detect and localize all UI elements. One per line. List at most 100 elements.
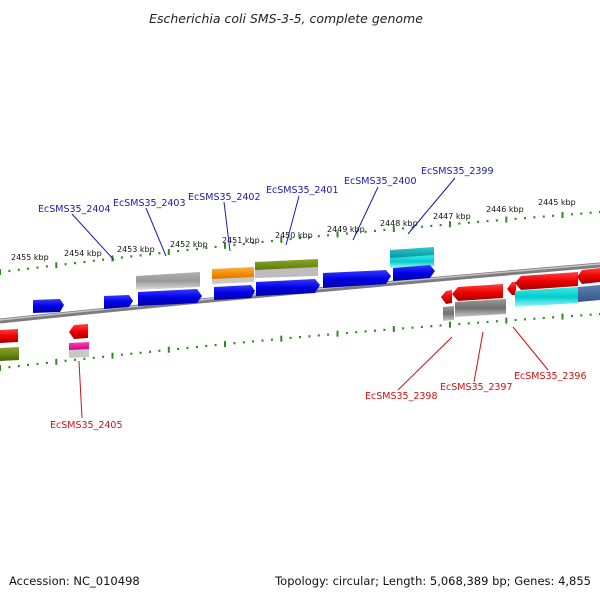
forward-gene-labels: EcSMS35_2404 EcSMS35_2403 EcSMS35_2402 E… xyxy=(38,166,494,215)
major-tick xyxy=(167,346,170,353)
minor-tick xyxy=(261,339,264,342)
minor-tick xyxy=(355,331,358,334)
minor-tick xyxy=(411,326,414,329)
gene-arrow-forward[interactable] xyxy=(104,295,133,309)
minor-tick xyxy=(214,245,217,248)
minor-tick xyxy=(36,266,39,269)
major-tick xyxy=(0,365,1,371)
minor-tick xyxy=(514,318,517,322)
minor-tick xyxy=(8,366,11,369)
minor-tick xyxy=(439,324,442,327)
reverse-gene-labels: EcSMS35_2405 EcSMS35_2398 EcSMS35_2397 E… xyxy=(50,371,587,431)
gene-arrow-forward[interactable] xyxy=(138,289,202,306)
gene-arrow-reverse[interactable] xyxy=(441,290,452,304)
accession-text: Accession: NC_010498 xyxy=(9,574,140,588)
gene-arrow-reverse[interactable] xyxy=(0,329,18,343)
minor-tick xyxy=(327,234,330,237)
major-tick xyxy=(336,231,339,238)
minor-tick xyxy=(308,335,311,338)
gene-arrow-forward[interactable] xyxy=(256,279,320,296)
gene-feature[interactable] xyxy=(455,299,506,317)
gene-feature[interactable] xyxy=(136,272,200,290)
map-title: Escherichia coli SMS-3-5, complete genom… xyxy=(149,11,423,26)
gene-feature[interactable] xyxy=(443,306,454,321)
tick-labels: 2455 kbp 2454 kbp 2453 kbp 2452 kbp 2451… xyxy=(11,198,576,262)
minor-tick xyxy=(92,259,95,262)
minor-tick xyxy=(495,320,498,323)
minor-tick xyxy=(8,269,11,273)
gene-arrow-forward[interactable] xyxy=(323,270,391,288)
major-tick xyxy=(449,221,451,228)
minor-tick xyxy=(533,216,536,219)
gene-label[interactable]: EcSMS35_2404 xyxy=(38,204,111,215)
gene-label[interactable]: EcSMS35_2401 xyxy=(266,185,339,196)
genome-summary-text: Topology: circular; Length: 5,068,389 bp… xyxy=(274,574,591,588)
gene-label[interactable]: EcSMS35_2403 xyxy=(113,198,186,209)
gene-feature[interactable] xyxy=(69,342,89,351)
minor-tick xyxy=(149,253,151,256)
tick-label: 2448 kbp xyxy=(380,219,418,228)
minor-tick xyxy=(83,357,86,360)
gene-feature[interactable] xyxy=(0,347,19,361)
minor-tick xyxy=(552,214,555,217)
gene-arrow-reverse[interactable] xyxy=(577,268,600,284)
lower-tick-ring xyxy=(0,313,600,371)
reverse-label-leaders xyxy=(78,326,549,419)
minor-tick xyxy=(327,333,330,336)
minor-tick xyxy=(458,222,461,225)
minor-tick xyxy=(299,237,301,240)
minor-tick xyxy=(467,221,470,224)
gene-label[interactable]: EcSMS35_2397 xyxy=(440,382,513,393)
minor-tick xyxy=(299,336,301,339)
minor-tick xyxy=(27,363,30,367)
minor-tick xyxy=(139,351,142,354)
minor-tick xyxy=(589,211,592,214)
gene-arrow-reverse[interactable] xyxy=(452,284,503,301)
minor-tick xyxy=(458,323,461,326)
gene-feature[interactable] xyxy=(255,267,318,278)
gene-feature[interactable] xyxy=(578,285,600,302)
forward-label-leaders xyxy=(71,177,456,261)
gene-arrow-reverse[interactable] xyxy=(515,272,578,290)
minor-tick xyxy=(64,359,67,362)
gene-arrow-reverse[interactable] xyxy=(507,282,516,295)
gene-feature[interactable] xyxy=(515,287,578,307)
tick-label: 2447 kbp xyxy=(433,212,471,221)
gene-label[interactable]: EcSMS35_2396 xyxy=(514,371,587,382)
major-tick xyxy=(111,352,114,359)
major-tick xyxy=(561,212,564,218)
major-tick xyxy=(167,249,170,255)
gene-label[interactable]: EcSMS35_2399 xyxy=(421,166,494,177)
minor-tick xyxy=(177,347,180,350)
reverse-strand-genes xyxy=(0,268,600,361)
minor-tick xyxy=(205,344,208,348)
gene-arrow-forward[interactable] xyxy=(393,265,435,281)
gene-label[interactable]: EcSMS35_2405 xyxy=(50,420,123,431)
gene-label[interactable]: EcSMS35_2398 xyxy=(365,391,438,402)
minor-tick xyxy=(195,345,198,349)
tick-label: 2455 kbp xyxy=(11,253,49,262)
minor-tick xyxy=(383,328,386,331)
major-tick xyxy=(55,358,58,365)
minor-tick xyxy=(261,240,264,243)
major-tick xyxy=(336,330,339,337)
gene-label[interactable]: EcSMS35_2400 xyxy=(344,176,417,187)
minor-tick xyxy=(308,236,311,239)
minor-tick xyxy=(130,255,133,258)
minor-tick xyxy=(102,355,105,358)
minor-tick xyxy=(364,230,367,233)
gene-label[interactable]: EcSMS35_2402 xyxy=(188,192,261,203)
gene-arrow-forward[interactable] xyxy=(33,299,64,313)
gene-feature[interactable] xyxy=(212,277,254,284)
minor-tick xyxy=(252,241,255,244)
gene-feature[interactable] xyxy=(69,349,89,358)
minor-tick xyxy=(139,254,142,257)
minor-tick xyxy=(524,318,526,321)
gene-feature[interactable] xyxy=(390,255,434,268)
minor-tick xyxy=(514,217,517,220)
gene-arrow-forward[interactable] xyxy=(214,285,255,300)
gene-arrow-reverse[interactable] xyxy=(69,324,88,339)
minor-tick xyxy=(252,340,255,343)
major-tick xyxy=(224,341,226,348)
